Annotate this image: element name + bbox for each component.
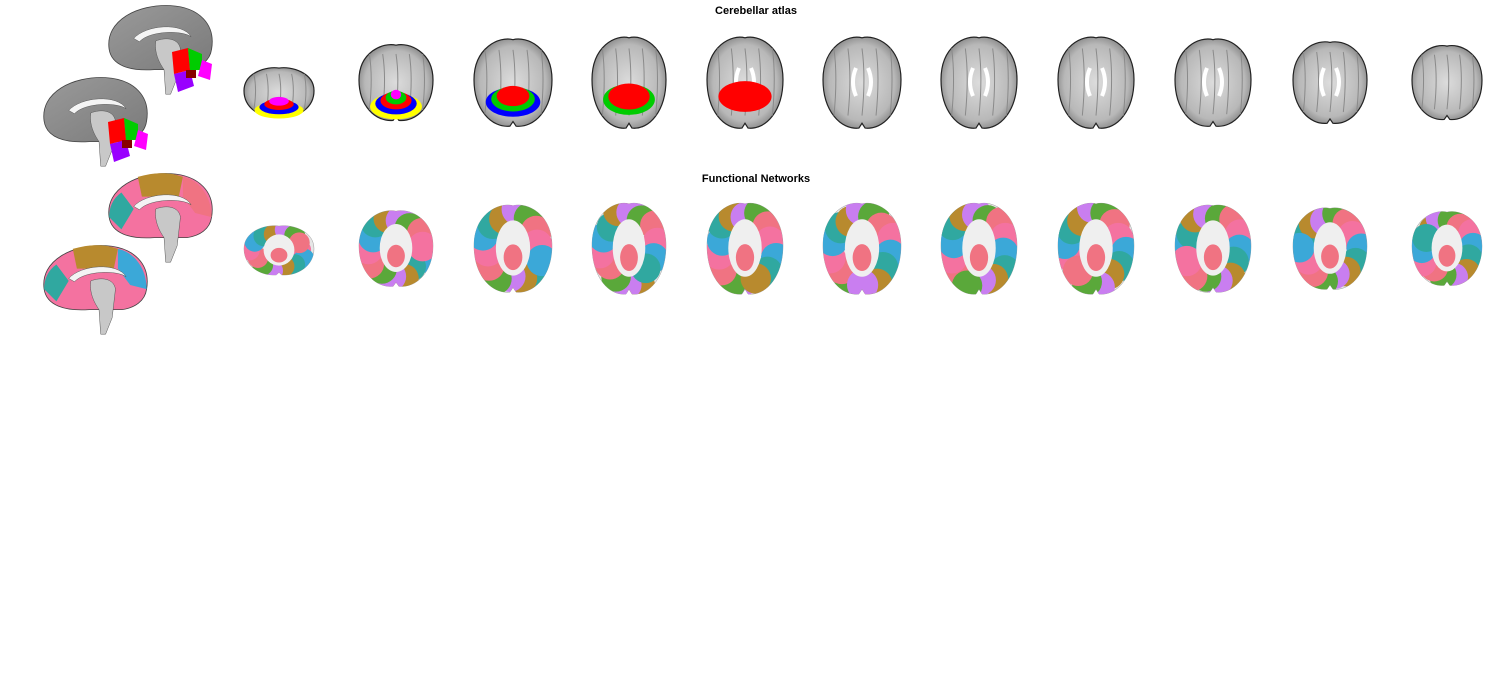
axial-slice-2 <box>358 44 434 122</box>
network-slice-10 <box>1292 207 1368 290</box>
axial-slice-6 <box>822 36 902 129</box>
cerebellar-region <box>390 89 402 100</box>
network-slice-2 <box>358 210 434 287</box>
sagittal-cerebellum-overlay <box>108 118 148 162</box>
cerebellar-atlas-title: Cerebellar atlas <box>715 5 797 17</box>
sagittal-brain <box>108 5 213 95</box>
network-slice-8 <box>1057 202 1135 295</box>
functional-networks-panel: Functional Networks <box>0 168 1512 348</box>
network-slice-4 <box>591 202 667 295</box>
cerebellar-region <box>608 83 650 110</box>
axial-slice-5 <box>706 36 784 129</box>
axial-slice-3 <box>473 38 553 127</box>
cerebellar-atlas-slices <box>43 5 1483 167</box>
cerebellar-region <box>718 81 772 112</box>
axial-slice-4 <box>591 36 667 129</box>
axial-slice-11 <box>1411 44 1483 121</box>
cerebellar-atlas-panel: Cerebellar atlas <box>0 0 1512 178</box>
axial-slice-8 <box>1057 36 1135 129</box>
sagittal-brain <box>43 245 148 335</box>
axial-slice-7 <box>940 36 1018 129</box>
axial-slice-1 <box>243 67 315 119</box>
network-slice-3 <box>473 204 553 293</box>
cerebellar-region <box>269 96 289 106</box>
cerebellar-region <box>496 85 530 107</box>
network-slice-5 <box>706 202 784 295</box>
functional-networks-slices <box>43 173 1483 335</box>
functional-networks-title: Functional Networks <box>701 173 811 185</box>
axial-slice-10 <box>1292 41 1368 124</box>
network-slice-6 <box>822 202 902 295</box>
network-slice-11 <box>1411 211 1483 286</box>
sagittal-cerebellum-overlay <box>172 48 212 92</box>
sagittal-brain <box>108 173 213 263</box>
axial-slice-9 <box>1174 38 1252 127</box>
network-slice-9 <box>1174 204 1252 293</box>
network-slice-7 <box>940 202 1018 295</box>
network-slice-1 <box>243 225 315 276</box>
